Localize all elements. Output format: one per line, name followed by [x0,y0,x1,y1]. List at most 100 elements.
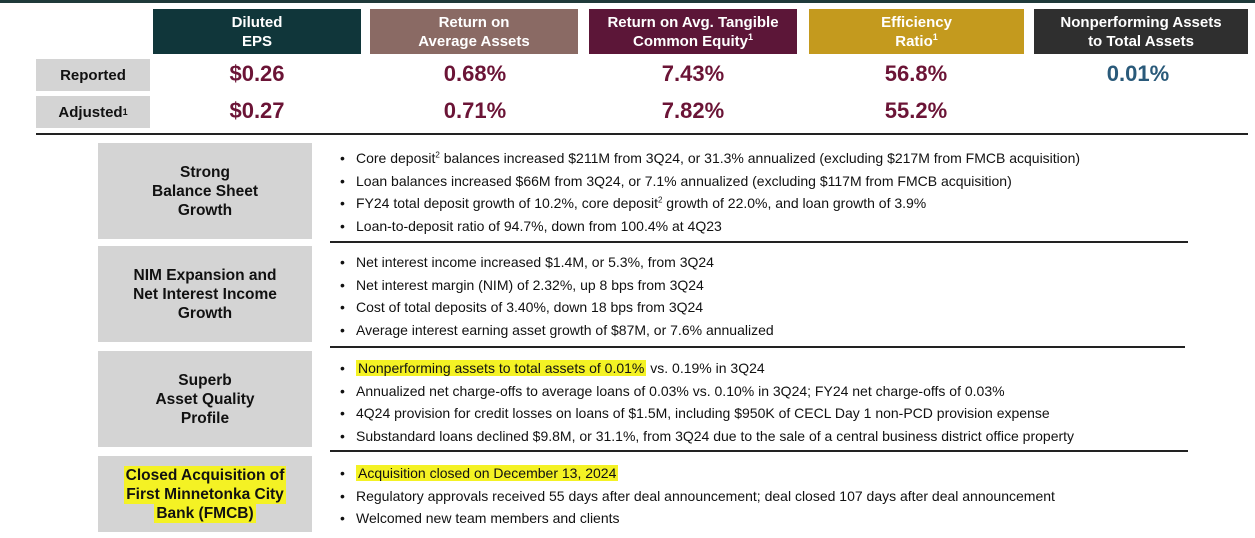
bullet-text: vs. 0.19% in 3Q24 [646,360,765,376]
list-item: • Nonperforming assets to total assets of… [336,357,1074,380]
metric-header-line: Efficiency [881,13,952,31]
row-label-reported: Reported [36,59,150,91]
value-reported-rotce: 7.43% [661,61,725,86]
list-item: • Net interest margin (NIM) of 2.32%, up … [336,274,774,297]
list-item: • Cost of total deposits of 3.40%, down 1… [336,296,774,319]
section-title-acquisition: Closed Acquisition of First Minnetonka C… [98,456,312,532]
bullet-text: Loan-to-deposit ratio of 94.7%, down fro… [356,217,722,234]
metric-header-efficiency: Efficiency Ratio1 [809,9,1024,54]
bullet-icon: • [340,510,345,526]
section-title-line: Balance Sheet [152,182,258,200]
bullet-text: Average interest earning asset growth of… [356,321,774,338]
list-item: • Loan-to-deposit ratio of 94.7%, down fr… [336,215,1080,238]
bullet-icon: • [340,487,345,504]
bullet-text: Cost of total deposits of 3.40%, down 18… [356,299,704,315]
value-adjusted-roaa: 0.71% [443,98,507,123]
section-title-nim: NIM Expansion and Net Interest Income Gr… [98,246,312,342]
section-title-line: NIM Expansion and [133,266,277,284]
list-item: • Acquisition closed on December 13, 2024 [336,462,1055,485]
bullet-text: balances increased $211M from 3Q24, or 3… [439,150,1081,166]
list-item: • Welcomed new team members and clients [336,507,1055,530]
bullet-icon: • [340,150,345,166]
value-reported-eps: $0.26 [229,61,285,86]
metric-header-line: Ratio1 [895,32,938,51]
metric-header-npa: Nonperforming Assets to Total Assets [1034,9,1248,54]
metric-header-line: Diluted [231,13,283,31]
bullet-icon: • [340,217,345,234]
value-adjusted-rotce: 7.82% [661,98,725,123]
metric-header-line: Return on Avg. Tangible [607,13,779,31]
footnote-marker: 1 [747,31,753,42]
highlighted-text: Nonperforming assets to total assets of … [356,360,647,376]
section-divider [330,241,1188,243]
bullet-icon: • [340,321,345,338]
list-item: • 4Q24 provision for credit losses on loa… [336,402,1074,425]
metric-header-text: Common Equity [632,32,748,50]
list-item: • FY24 total deposit growth of 10.2%, cor… [336,192,1080,215]
metric-header-diluted-eps: Diluted EPS [153,9,361,54]
section-title-line: Net Interest Income [133,285,277,303]
row-label-text: Reported [60,66,126,84]
list-item: • Loan balances increased $66M from 3Q24,… [336,170,1080,193]
bullet-text: Net interest income increased $1.4M, or … [356,254,714,270]
bullet-text: growth of 22.0%, and loan growth of 3.9% [662,195,927,211]
list-item: • Regulatory approvals received 55 days a… [336,485,1055,508]
metric-header-roaa: Return on Average Assets [370,9,578,54]
metric-header-line: Average Assets [418,32,530,50]
section-title-line: Strong [180,163,230,181]
footnote-marker: 2 [657,195,663,205]
list-item: • Average interest earning asset growth o… [336,319,774,342]
highlighted-text: Acquisition closed on December 13, 2024 [356,465,619,481]
bullet-icon: • [340,405,345,421]
metric-header-line: Nonperforming Assets [1060,13,1222,31]
highlighted-text: Bank (FMCB) [154,503,256,523]
bullet-icon: • [340,276,345,293]
section-title-line: Closed Acquisition of [123,465,287,485]
header-divider [36,133,1248,135]
list-item: • Substandard loans declined $9.8M, or 31… [336,425,1074,448]
list-item: • Annualized net charge-offs to average l… [336,380,1074,403]
bullet-list-nim: • Net interest income increased $1.4M, or… [336,251,774,341]
section-divider [330,450,1188,452]
metric-header-text: Ratio [895,32,933,50]
bullet-text: Substandard loans declined $9.8M, or 31.… [356,427,1075,444]
value-reported-roaa: 0.68% [443,61,507,86]
metric-header-line: to Total Assets [1088,32,1194,50]
section-divider [330,346,1185,348]
section-title-asset-quality: Superb Asset Quality Profile [98,351,312,447]
value-adjusted-eps: $0.27 [229,98,285,123]
bullet-icon: • [340,195,345,211]
footnote-marker: 2 [435,150,440,160]
bullet-list-asset-quality: • Nonperforming assets to total assets of… [336,357,1074,447]
bullet-icon: • [340,465,345,481]
list-item: • Net interest income increased $1.4M, or… [336,251,774,274]
section-title-line: Growth [177,304,233,322]
metric-header-line: EPS [241,32,272,50]
section-title-balance-sheet: Strong Balance Sheet Growth [98,143,312,239]
bullet-text: Core deposit [356,150,436,166]
section-title-line: Superb [178,371,232,389]
section-title-line: Profile [180,409,230,427]
metric-header-line: Return on [438,13,510,31]
bullet-icon: • [340,299,345,315]
bullet-text: FY24 total deposit growth of 10.2%, core… [356,195,658,211]
value-adjusted-efficiency: 55.2% [884,98,948,123]
list-item: • Core deposit2 balances increased $211M … [336,147,1080,170]
bullet-icon: • [340,382,345,399]
highlighted-text: Closed Acquisition of [123,465,287,485]
section-title-line: Asset Quality [155,390,255,408]
metric-header-rotce: Return on Avg. Tangible Common Equity1 [589,9,797,54]
bullet-text: Regulatory approvals received 55 days af… [356,487,1055,504]
section-title-line: First Minnetonka City [124,484,286,504]
bullet-list-acquisition: • Acquisition closed on December 13, 2024… [336,462,1055,530]
bullet-icon: • [340,360,345,376]
value-reported-npa: 0.01% [1106,61,1170,86]
row-label-text: Adjusted [58,103,123,121]
row-label-adjusted: Adjusted 1 [36,96,150,128]
section-title-line: Growth [177,201,233,219]
bullet-icon: • [340,427,345,444]
bullet-text: 4Q24 provision for credit losses on loan… [356,405,1050,421]
bullet-text: Annualized net charge-offs to average lo… [356,382,1005,399]
bullet-list-balance-sheet: • Core deposit2 balances increased $211M … [336,147,1080,237]
metric-header-line: Common Equity1 [633,32,753,51]
